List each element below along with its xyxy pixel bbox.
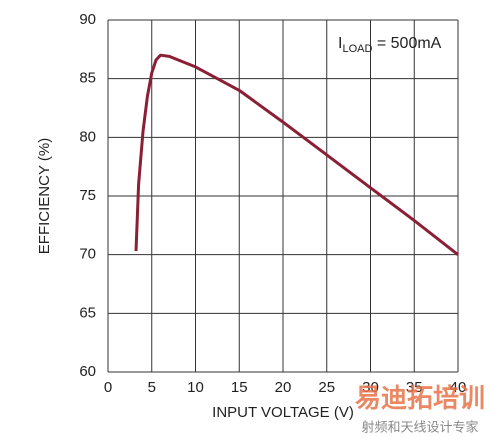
y-tick-label: 60 — [79, 363, 96, 380]
y-tick-label: 85 — [79, 70, 96, 87]
y-tick-label: 80 — [79, 128, 96, 145]
x-tick-label: 40 — [450, 379, 467, 396]
watermark-brand: 易迪拓培训 — [355, 383, 485, 413]
annotation-rest: = 500mA — [372, 35, 441, 52]
annotation: ILOAD = 500mA — [338, 35, 442, 55]
x-tick-label: 35 — [406, 379, 423, 396]
x-tick-label: 20 — [275, 379, 292, 396]
y-tick-label: 70 — [79, 246, 96, 263]
annotation-sub: LOAD — [342, 43, 372, 55]
watermark-slogan: 射频和天线设计专家 — [361, 419, 478, 434]
y-tick-label: 65 — [79, 304, 96, 321]
x-tick-label: 0 — [104, 379, 112, 396]
x-tick-label: 25 — [318, 379, 335, 396]
y-tick-label: 75 — [79, 187, 96, 204]
y-tick-label: 90 — [79, 11, 96, 28]
x-tick-label: 10 — [187, 379, 204, 396]
efficiency-line — [134, 53, 459, 256]
annotation-main: I — [338, 35, 342, 52]
x-tick-label: 5 — [148, 379, 156, 396]
x-axis-label: INPUT VOLTAGE (V) — [212, 404, 354, 421]
x-tick-label: 30 — [362, 379, 379, 396]
x-tick-label: 15 — [231, 379, 248, 396]
y-axis-label: EFFICIENCY (%) — [36, 138, 53, 254]
